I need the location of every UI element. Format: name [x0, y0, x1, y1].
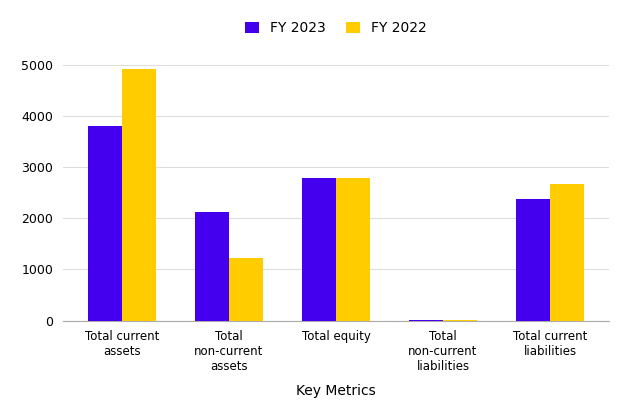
Bar [229, 258, 263, 321]
Bar [88, 126, 122, 321]
Bar [516, 199, 550, 321]
Bar [301, 178, 336, 321]
Bar [122, 69, 156, 321]
Bar [195, 212, 229, 321]
Bar [336, 178, 371, 321]
Bar [550, 184, 584, 321]
Legend: FY 2023, FY 2022: FY 2023, FY 2022 [239, 16, 433, 41]
X-axis label: Key Metrics: Key Metrics [296, 384, 376, 398]
